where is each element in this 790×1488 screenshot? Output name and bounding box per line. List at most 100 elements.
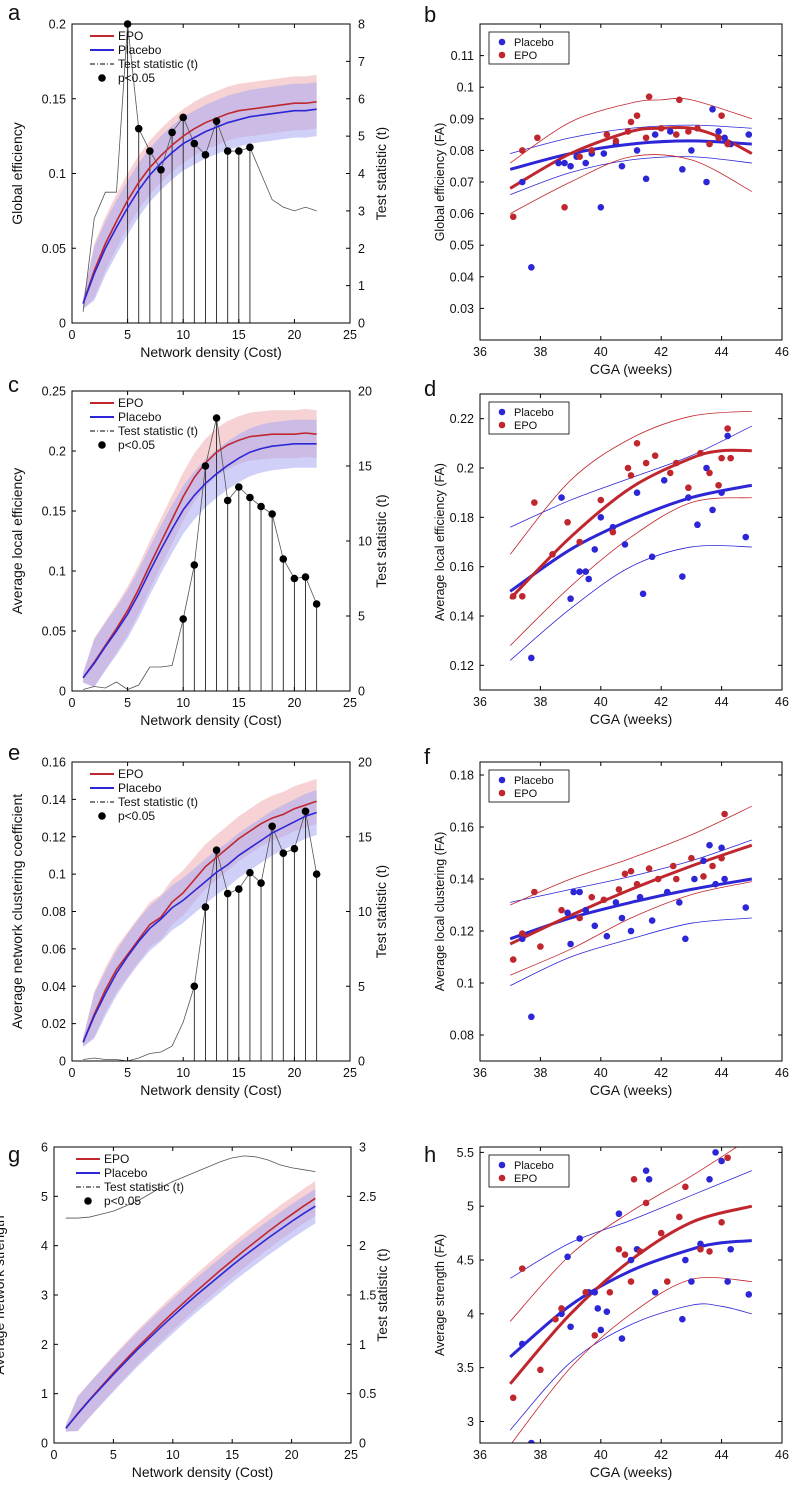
y2-axis-label: Test statistic (t)	[373, 127, 389, 220]
x-tick-label: 42	[654, 345, 668, 359]
y-axis-label: Global efficiency	[9, 122, 25, 224]
placebo-point	[709, 506, 716, 514]
epo-point	[624, 128, 632, 135]
x-axis-label: CGA (weeks)	[590, 1464, 672, 1480]
x-tick-label: 42	[654, 1066, 668, 1080]
placebo-point	[691, 875, 698, 883]
legend-label: Placebo	[118, 781, 162, 795]
epo-ci-upper	[509, 410, 752, 555]
epo-point	[612, 137, 620, 145]
x-axis-label: CGA (weeks)	[590, 361, 672, 377]
y2-tick-label: 5	[358, 980, 365, 994]
significance-point	[268, 822, 276, 831]
placebo-point	[528, 654, 535, 662]
axes-frame	[479, 1146, 783, 1444]
epo-point	[685, 128, 692, 135]
y-tick-label: 0.04	[450, 270, 474, 284]
epo-point	[558, 906, 565, 914]
epo-point	[633, 112, 641, 119]
y2-tick-label: 5	[358, 610, 365, 624]
placebo-point	[721, 875, 728, 883]
placebo-ci-upper	[510, 839, 752, 903]
x-tick-label: 42	[654, 1448, 668, 1462]
epo-point	[636, 1248, 644, 1255]
epo-fit-curve	[509, 1204, 753, 1385]
epo-point	[558, 1305, 565, 1312]
placebo-point	[682, 935, 689, 943]
panel-f: f 36 38 40 42 44 46 0.08 0.1 0.12 0.14 0.16 0.18 CGA …	[424, 744, 789, 1098]
placebo-point	[603, 1308, 611, 1315]
placebo-point	[706, 1175, 713, 1183]
legend-label: p<0.05	[118, 71, 155, 85]
significance-point	[201, 903, 210, 911]
y-tick-label: 4	[41, 1239, 48, 1253]
y2-tick-label: 0.5	[359, 1387, 376, 1401]
y-tick-label: 0.06	[42, 942, 66, 956]
epo-point	[688, 854, 695, 862]
placebo-point	[564, 909, 571, 917]
epo-point	[697, 1245, 704, 1253]
significance-point	[223, 147, 232, 155]
y-tick-label: 0.04	[42, 980, 66, 994]
y2-tick-label: 1.5	[359, 1289, 376, 1303]
y-axis-label: Global efficiency (FA)	[433, 123, 447, 242]
epo-point	[518, 147, 526, 154]
x-tick-label: 46	[775, 695, 789, 709]
y-tick-label: 0.15	[42, 92, 66, 106]
placebo-point	[561, 159, 568, 167]
epo-point	[642, 134, 650, 142]
x-tick-label: 42	[654, 695, 668, 709]
y-tick-label: 5	[467, 1200, 474, 1214]
x-tick-label: 46	[775, 1448, 789, 1462]
x-axis-label: Network density (Cost)	[132, 1464, 274, 1480]
panel-letter: c	[8, 372, 19, 397]
ci-band-placebo	[83, 82, 317, 309]
placebo-point	[742, 533, 750, 541]
significance-point	[246, 143, 254, 152]
y2-tick-label: 2	[359, 1239, 366, 1253]
placebo-point	[742, 904, 750, 911]
epo-point	[509, 956, 517, 963]
placebo-point	[555, 159, 562, 167]
legend-label: Placebo	[514, 1160, 554, 1172]
significance-point	[279, 555, 288, 563]
x-axis-label: Network density (Cost)	[140, 344, 282, 360]
placebo-point	[594, 1305, 602, 1312]
y-tick-label: 0.16	[450, 821, 474, 835]
legend-label: p<0.05	[104, 1194, 141, 1208]
x-tick-label: 15	[232, 696, 246, 710]
y2-tick-label: 0	[359, 1437, 366, 1451]
placebo-point	[718, 844, 725, 852]
epo-point	[588, 893, 596, 901]
y-tick-label: 0	[59, 317, 66, 331]
y2-tick-label: 6	[358, 92, 365, 106]
ci-band-placebo	[83, 790, 317, 1047]
x-tick-label: 46	[775, 1066, 789, 1080]
panel-letter: g	[8, 1142, 20, 1167]
placebo-point	[591, 1289, 599, 1296]
epo-point	[682, 1183, 689, 1191]
placebo-point	[718, 489, 725, 496]
y-tick-label: 3.5	[457, 1361, 474, 1375]
epo-point	[624, 464, 632, 472]
legend-swatch	[498, 1174, 506, 1182]
epo-point	[615, 886, 623, 893]
epo-point	[657, 124, 665, 132]
test-statistic-line	[65, 1155, 316, 1219]
epo-point	[621, 1251, 629, 1258]
x-tick-label: 25	[343, 1066, 357, 1080]
significance-point	[146, 147, 154, 155]
epo-point	[715, 481, 722, 489]
panel-letter: f	[424, 744, 431, 769]
placebo-ci-lower	[510, 156, 752, 196]
significance-point	[235, 483, 243, 491]
y-tick-label: 3	[41, 1289, 48, 1303]
epo-point	[576, 153, 583, 161]
placebo-point	[700, 857, 707, 865]
y2-tick-label: 15	[358, 830, 372, 844]
placebo-point	[648, 553, 656, 561]
legend-label: Placebo	[118, 43, 162, 57]
y-tick-label: 0.14	[42, 793, 66, 807]
significance-point	[257, 879, 265, 887]
